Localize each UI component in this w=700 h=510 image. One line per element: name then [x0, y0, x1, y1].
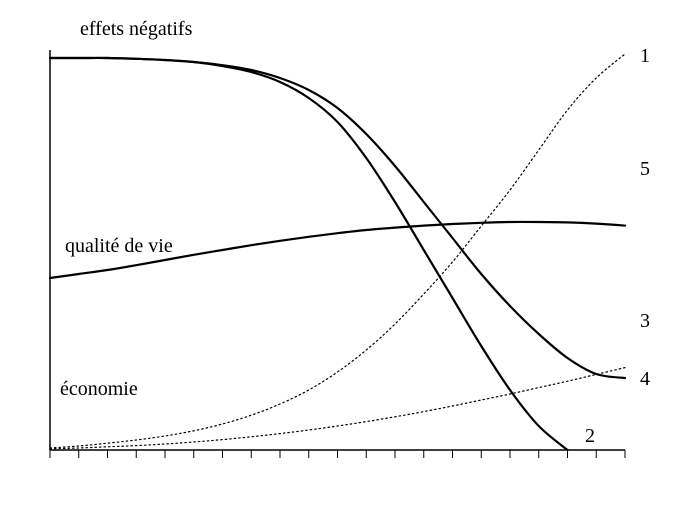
curve-end-label-3: 3 — [640, 310, 650, 333]
curve-end-label-5: 5 — [640, 158, 650, 181]
curve-curve_3_effets_alt — [50, 58, 625, 378]
curve-end-label-4: 4 — [640, 368, 650, 391]
curve-end-label-2: 2 — [585, 425, 595, 448]
curve-end-label-1: 1 — [640, 45, 650, 68]
label-economie: économie — [60, 378, 138, 401]
label-effets-negatifs: effets négatifs — [80, 18, 192, 41]
label-qualite-de-vie: qualité de vie — [65, 235, 173, 258]
line-chart: effets négatifs qualité de vie économie … — [0, 0, 700, 510]
